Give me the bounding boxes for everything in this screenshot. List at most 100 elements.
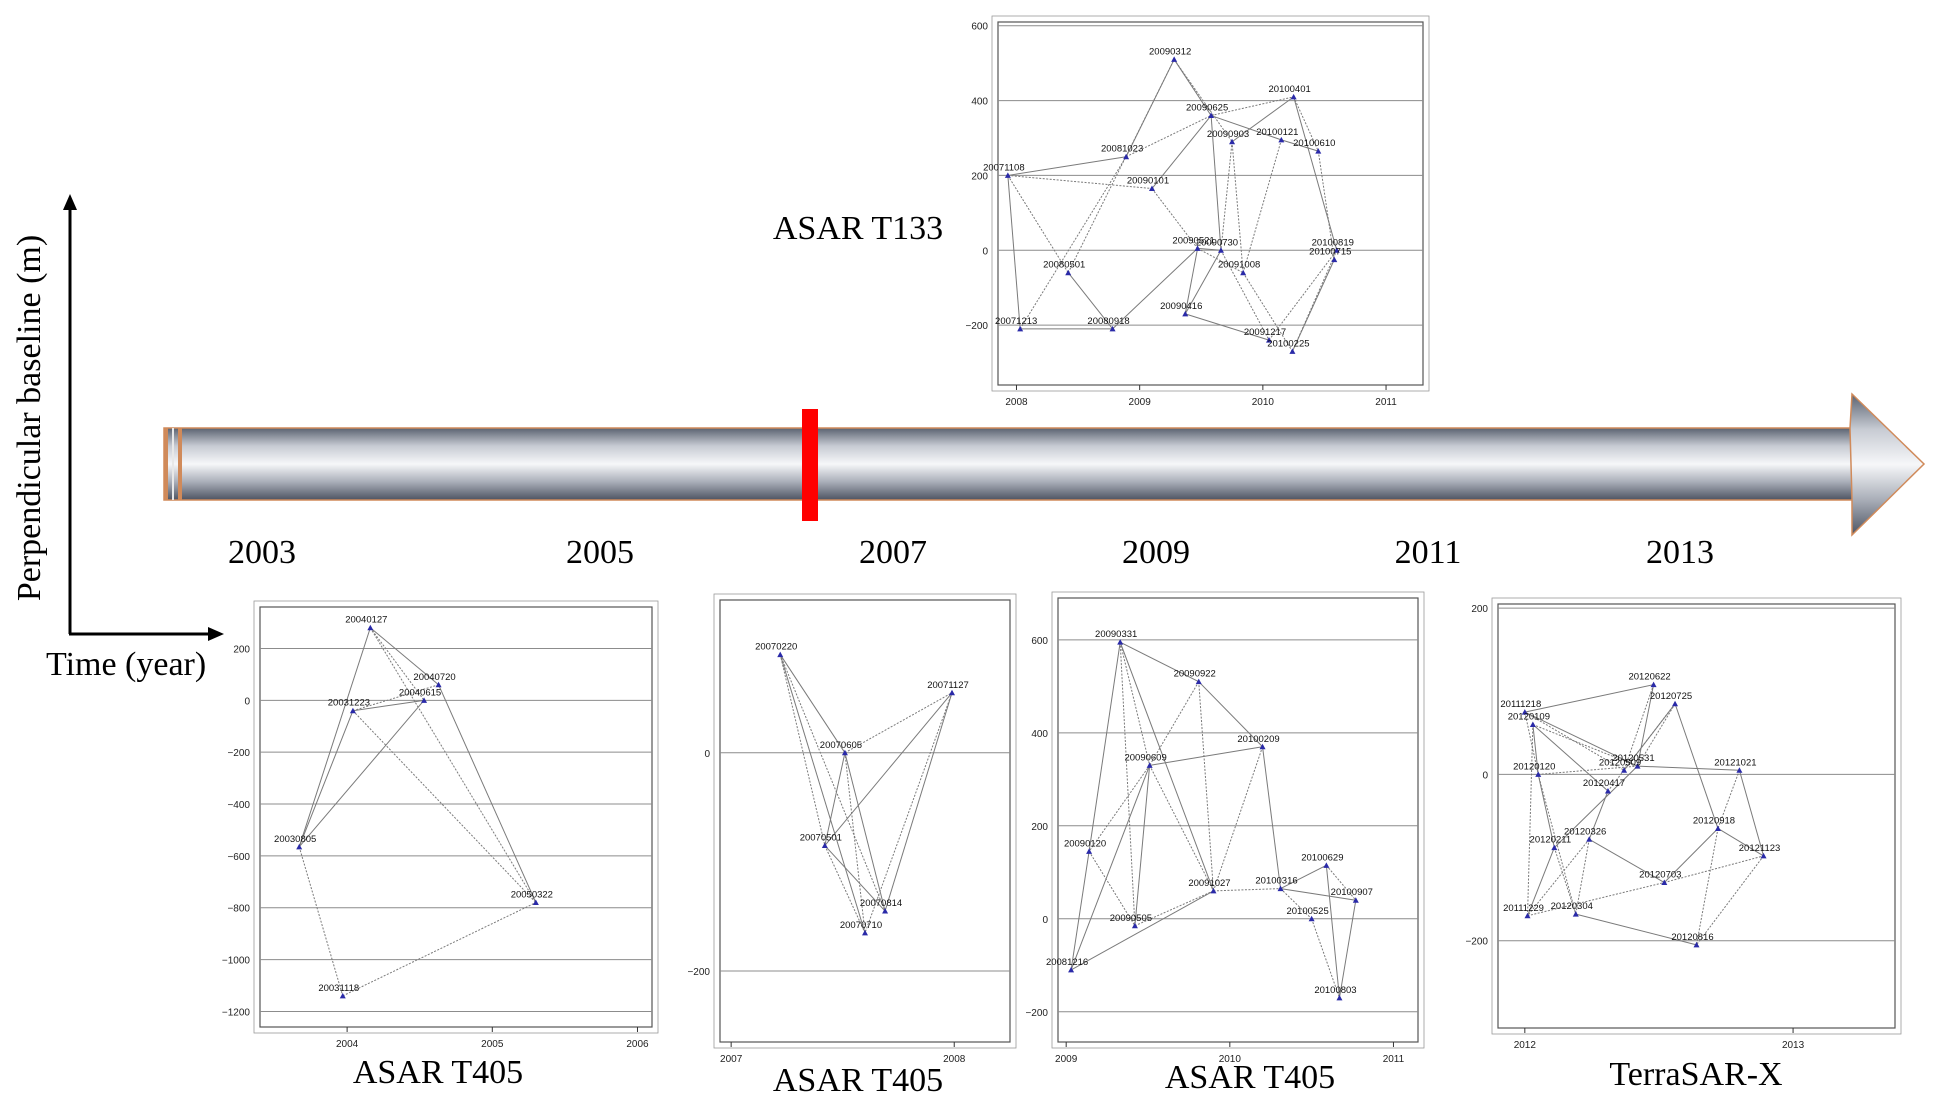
y-tick-label: 200 bbox=[233, 644, 250, 655]
acquisition-point bbox=[1277, 885, 1284, 892]
acquisition-date-label: 20100225 bbox=[1267, 338, 1309, 349]
acquisition-point bbox=[1217, 247, 1224, 253]
acquisition-date-label: 20120304 bbox=[1551, 901, 1593, 912]
baseline-edge bbox=[1125, 115, 1212, 158]
y-tick-label: 0 bbox=[244, 696, 250, 707]
acquisition-point bbox=[1210, 887, 1217, 894]
baseline-edge bbox=[1197, 247, 1222, 251]
acquisition-date-label: 20100629 bbox=[1301, 852, 1343, 863]
baseline-edge bbox=[1538, 765, 1638, 775]
acquisition-date-label: 20100610 bbox=[1293, 138, 1335, 149]
acquisition-date-label: 20070710 bbox=[840, 920, 882, 931]
x-tick-label: 2010 bbox=[1252, 397, 1275, 408]
acquisition-date-label: 20090625 bbox=[1186, 103, 1228, 114]
baseline-edge bbox=[1220, 141, 1233, 251]
x-tick-label: 2008 bbox=[1005, 397, 1028, 408]
acquisition-point bbox=[1524, 912, 1531, 919]
acquisition-date-label: 20090730 bbox=[1196, 237, 1238, 248]
acquisition-date-label: 20120531 bbox=[1612, 753, 1654, 764]
x-tick-label: 2011 bbox=[1375, 397, 1397, 408]
acquisition-point bbox=[1586, 836, 1593, 842]
baseline-edge bbox=[352, 684, 439, 712]
acquisition-point bbox=[1017, 325, 1024, 332]
baseline-edge bbox=[1588, 790, 1609, 840]
baseline-edge bbox=[844, 752, 886, 912]
y-tick-label: 0 bbox=[704, 749, 710, 760]
baseline-edge bbox=[1210, 115, 1282, 141]
baseline-edge bbox=[342, 902, 537, 997]
x-tick-label: 2008 bbox=[943, 1054, 966, 1065]
baseline-edge bbox=[1185, 313, 1270, 341]
baseline-edge bbox=[1637, 765, 1740, 771]
timeline-arrowhead bbox=[1849, 392, 1926, 537]
baseline-edge bbox=[1524, 711, 1625, 771]
baseline-edge bbox=[1588, 838, 1665, 883]
baseline-edge bbox=[1717, 828, 1764, 857]
chart-outer-frame bbox=[1491, 597, 1902, 1035]
acquisition-point bbox=[1229, 138, 1236, 145]
acquisition-date-label: 20121123 bbox=[1739, 843, 1781, 854]
acquisition-date-label: 20100121 bbox=[1256, 127, 1298, 138]
x-tick-label: 2013 bbox=[1782, 1040, 1805, 1051]
baseline-edge bbox=[1198, 681, 1263, 748]
y-tick-label: −400 bbox=[227, 800, 250, 811]
baseline-edge bbox=[1317, 151, 1335, 260]
acquisition-point bbox=[1672, 700, 1679, 707]
baseline-edge bbox=[1637, 703, 1676, 767]
y-tick-label: 200 bbox=[1471, 604, 1488, 615]
baseline-edge bbox=[1070, 765, 1151, 971]
x-tick-label: 2004 bbox=[336, 1039, 359, 1050]
baseline-edge bbox=[1575, 839, 1590, 915]
x-tick-label: 2005 bbox=[481, 1039, 504, 1050]
acquisition-date-label: 20111218 bbox=[1500, 699, 1541, 710]
baseline-edge bbox=[298, 700, 425, 848]
baseline-edge bbox=[438, 684, 537, 903]
acquisition-point bbox=[841, 749, 848, 756]
baseline-edge bbox=[1112, 248, 1198, 330]
timeline-year-label: 2005 bbox=[566, 534, 634, 571]
acquisition-date-label: 20070220 bbox=[755, 642, 797, 653]
baseline-edge bbox=[884, 692, 953, 912]
baseline-edge bbox=[1532, 724, 1609, 792]
chart-sensor-label: ASAR T405 bbox=[1165, 1059, 1335, 1096]
baseline-edge bbox=[369, 627, 537, 903]
timeline-stripe bbox=[172, 428, 174, 500]
timeline-years: 2003 2005 2007 2009 2011 2013 bbox=[228, 534, 1714, 571]
acquisition-date-label: 20090521 bbox=[1172, 235, 1214, 246]
acquisition-point bbox=[1146, 762, 1153, 768]
acquisition-date-label: 20100525 bbox=[1286, 906, 1328, 917]
y-tick-label: −200 bbox=[687, 967, 710, 978]
acquisition-date-label: 20080918 bbox=[1087, 316, 1129, 327]
acquisition-point bbox=[1604, 788, 1611, 794]
baseline-edge bbox=[1007, 174, 1153, 190]
baseline-edge bbox=[1070, 890, 1214, 971]
y-tick-label: 400 bbox=[971, 97, 988, 108]
acquisition-date-label: 20091008 bbox=[1218, 260, 1260, 271]
baseline-edge bbox=[1636, 684, 1655, 767]
acquisition-point bbox=[421, 697, 428, 703]
acquisition-point bbox=[1123, 153, 1130, 160]
baseline-edge bbox=[1210, 115, 1222, 251]
acquisition-date-label: 20121021 bbox=[1714, 757, 1756, 768]
acquisition-point bbox=[1308, 915, 1315, 922]
timeline-stripe bbox=[178, 428, 182, 500]
acquisition-date-label: 20081023 bbox=[1101, 144, 1143, 155]
baseline-edge bbox=[1575, 913, 1697, 946]
chart-frame bbox=[1497, 603, 1896, 1029]
acquisition-point bbox=[1336, 994, 1343, 1001]
acquisition-date-label: 20100819 bbox=[1312, 237, 1354, 248]
acquisition-point bbox=[1714, 825, 1721, 831]
acquisition-point bbox=[1131, 922, 1138, 929]
baseline-edge bbox=[1007, 156, 1127, 176]
baseline-edge bbox=[1262, 746, 1282, 889]
chart-frame bbox=[997, 21, 1424, 386]
baseline-edge bbox=[1325, 865, 1340, 998]
baseline-edge bbox=[1663, 828, 1719, 883]
acquisition-point bbox=[821, 842, 828, 849]
acquisition-point bbox=[1634, 763, 1641, 769]
y-tick-label: −600 bbox=[227, 852, 250, 863]
baseline-edge bbox=[1325, 865, 1357, 901]
acquisition-date-label: 20100907 bbox=[1331, 887, 1373, 898]
chart-outer-frame bbox=[253, 600, 659, 1034]
acquisition-point bbox=[1331, 256, 1338, 263]
